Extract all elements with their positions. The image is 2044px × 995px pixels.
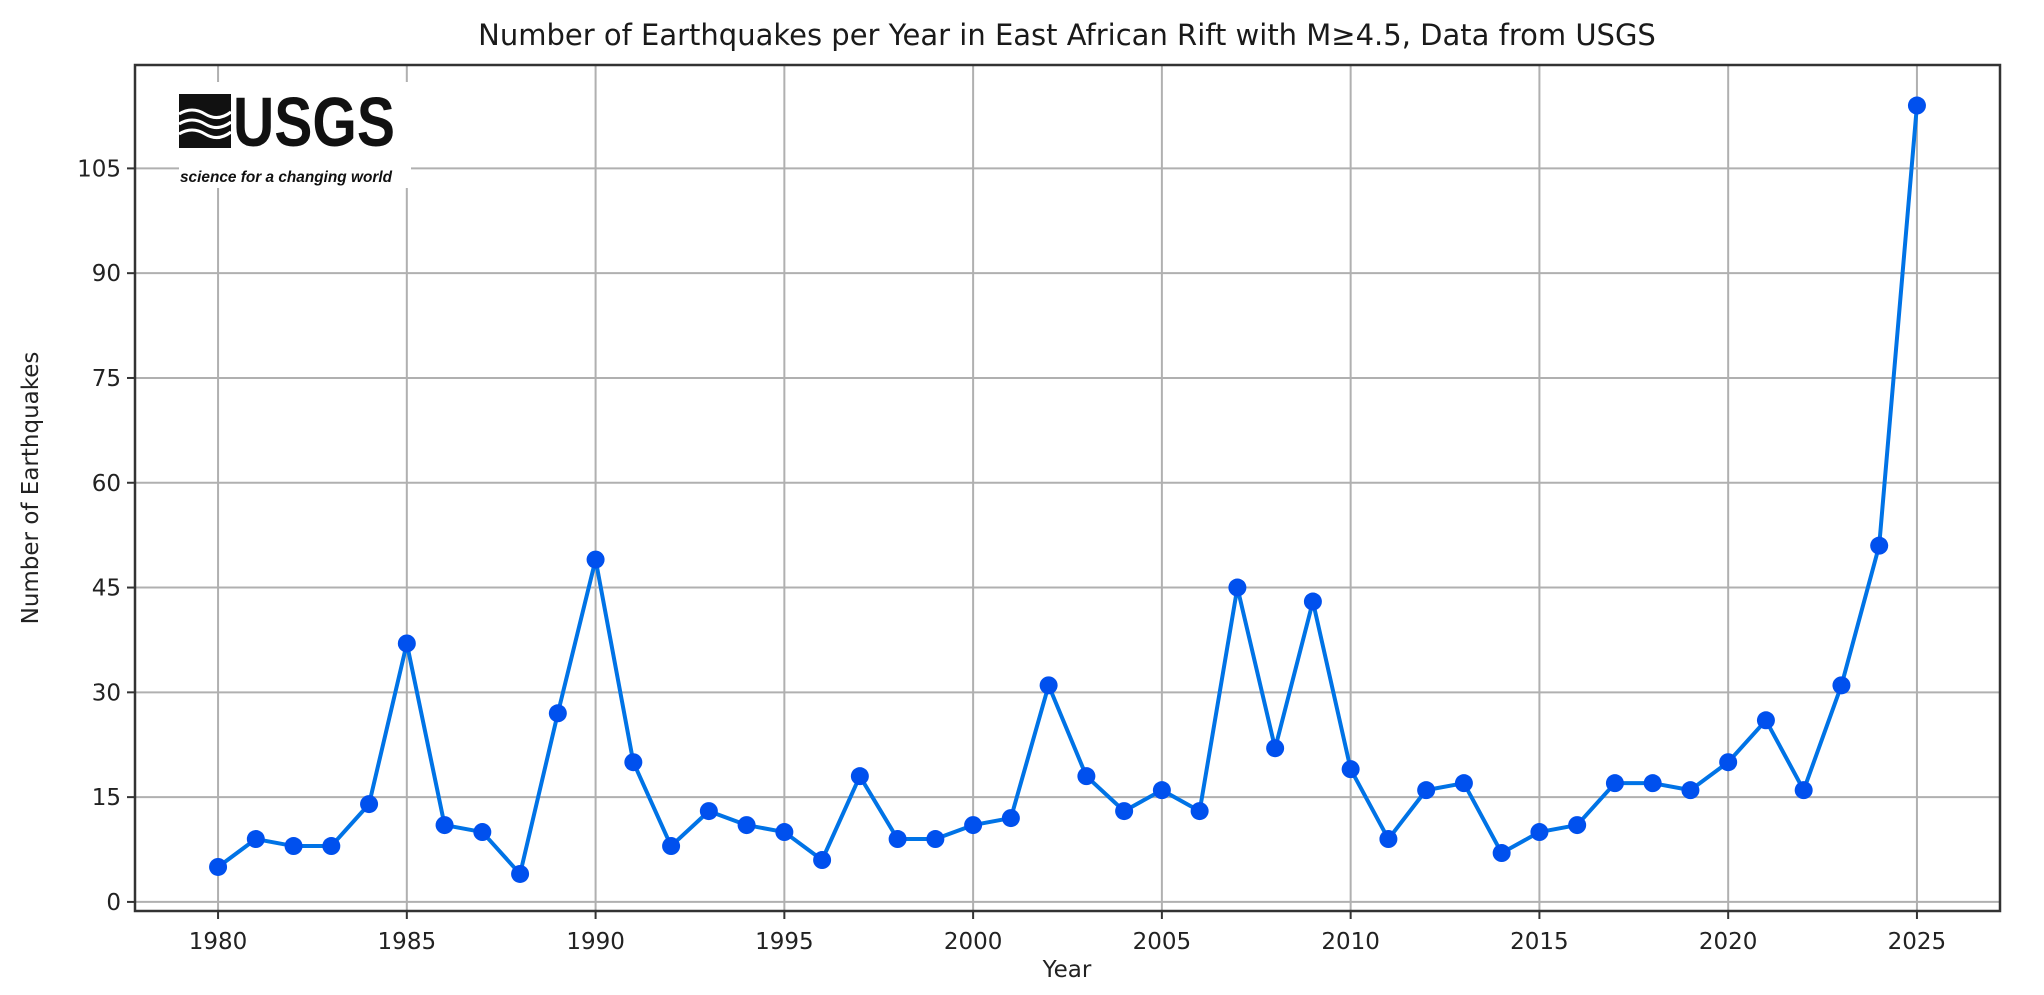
data-point-1985: [397, 634, 416, 653]
data-point-1997: [850, 767, 869, 786]
data-point-1996: [813, 851, 832, 870]
logo-tagline: science for a changing world: [180, 169, 393, 186]
data-point-1987: [473, 823, 492, 842]
series-line: [209, 96, 1926, 883]
data-point-2024: [1870, 536, 1889, 555]
chart-title: Number of Earthquakes per Year in East A…: [478, 18, 1656, 52]
y-tick-label: 90: [92, 261, 121, 287]
data-point-2003: [1077, 767, 1096, 786]
data-point-2020: [1719, 753, 1738, 772]
y-tick-label: 60: [92, 471, 121, 497]
data-point-2012: [1417, 781, 1436, 800]
grid: [135, 65, 2000, 911]
series-line-path: [216, 105, 1919, 876]
data-point-2014: [1492, 844, 1511, 863]
data-point-2017: [1605, 774, 1624, 793]
data-point-1981: [246, 830, 265, 849]
x-tick-label: 1995: [755, 929, 814, 955]
y-tick-label: 45: [92, 576, 121, 602]
data-point-2023: [1832, 676, 1851, 695]
data-point-1992: [662, 837, 681, 856]
x-tick-label: 2000: [944, 929, 1003, 955]
y-axis: 0 15 30 45 60 75 90 105: [77, 156, 135, 916]
data-point-1980: [209, 857, 228, 876]
plot-frame: [133, 63, 2002, 913]
y-tick-label: 75: [92, 366, 121, 392]
x-tick-label: 1985: [378, 929, 437, 955]
x-axis-label: Year: [1042, 957, 1092, 983]
y-tick-label: 15: [92, 785, 121, 811]
data-point-2010: [1341, 760, 1360, 779]
data-point-1991: [624, 753, 643, 772]
x-tick-label: 1990: [566, 929, 625, 955]
data-point-2022: [1794, 781, 1813, 800]
data-point-1983: [322, 837, 341, 856]
data-point-2013: [1454, 774, 1473, 793]
data-point-2009: [1303, 592, 1322, 611]
y-axis-label: Number of Earthquakes: [18, 352, 44, 625]
data-point-1998: [888, 830, 907, 849]
data-point-1993: [699, 802, 718, 821]
usgs-logo: USGS science for a changing world: [178, 82, 411, 188]
x-tick-label: 2020: [1699, 929, 1758, 955]
data-point-2025: [1907, 96, 1926, 115]
y-tick-label: 30: [92, 680, 121, 706]
y-tick-label: 0: [106, 890, 121, 916]
x-tick-label: 1980: [189, 929, 248, 955]
data-point-1990: [586, 550, 605, 569]
data-point-2001: [1001, 809, 1020, 828]
data-point-1989: [548, 704, 567, 723]
x-axis: 1980 1985 1990 1995 2000 2005 2010 2015 2020 2025: [189, 911, 1946, 955]
data-point-2006: [1190, 802, 1209, 821]
x-tick-label: 2010: [1321, 929, 1380, 955]
data-point-2002: [1039, 676, 1058, 695]
logo-wordmark: USGS: [233, 83, 395, 161]
data-point-2000: [964, 816, 983, 835]
data-point-1994: [737, 816, 756, 835]
y-tick-label: 105: [77, 156, 121, 182]
data-point-1984: [360, 795, 379, 814]
data-point-2016: [1568, 816, 1587, 835]
data-point-2004: [1115, 802, 1134, 821]
data-point-2021: [1756, 711, 1775, 730]
data-point-2015: [1530, 823, 1549, 842]
data-point-2007: [1228, 578, 1247, 597]
data-point-2019: [1681, 781, 1700, 800]
data-point-1982: [284, 837, 303, 856]
data-point-2008: [1266, 739, 1285, 758]
x-tick-label: 2005: [1133, 929, 1192, 955]
x-tick-label: 2015: [1510, 929, 1569, 955]
x-tick-label: 2025: [1888, 929, 1947, 955]
data-point-1995: [775, 823, 794, 842]
data-point-2005: [1152, 781, 1171, 800]
data-point-1986: [435, 816, 454, 835]
data-point-2011: [1379, 830, 1398, 849]
data-point-1999: [926, 830, 945, 849]
data-point-2018: [1643, 774, 1662, 793]
data-point-1988: [511, 864, 530, 883]
